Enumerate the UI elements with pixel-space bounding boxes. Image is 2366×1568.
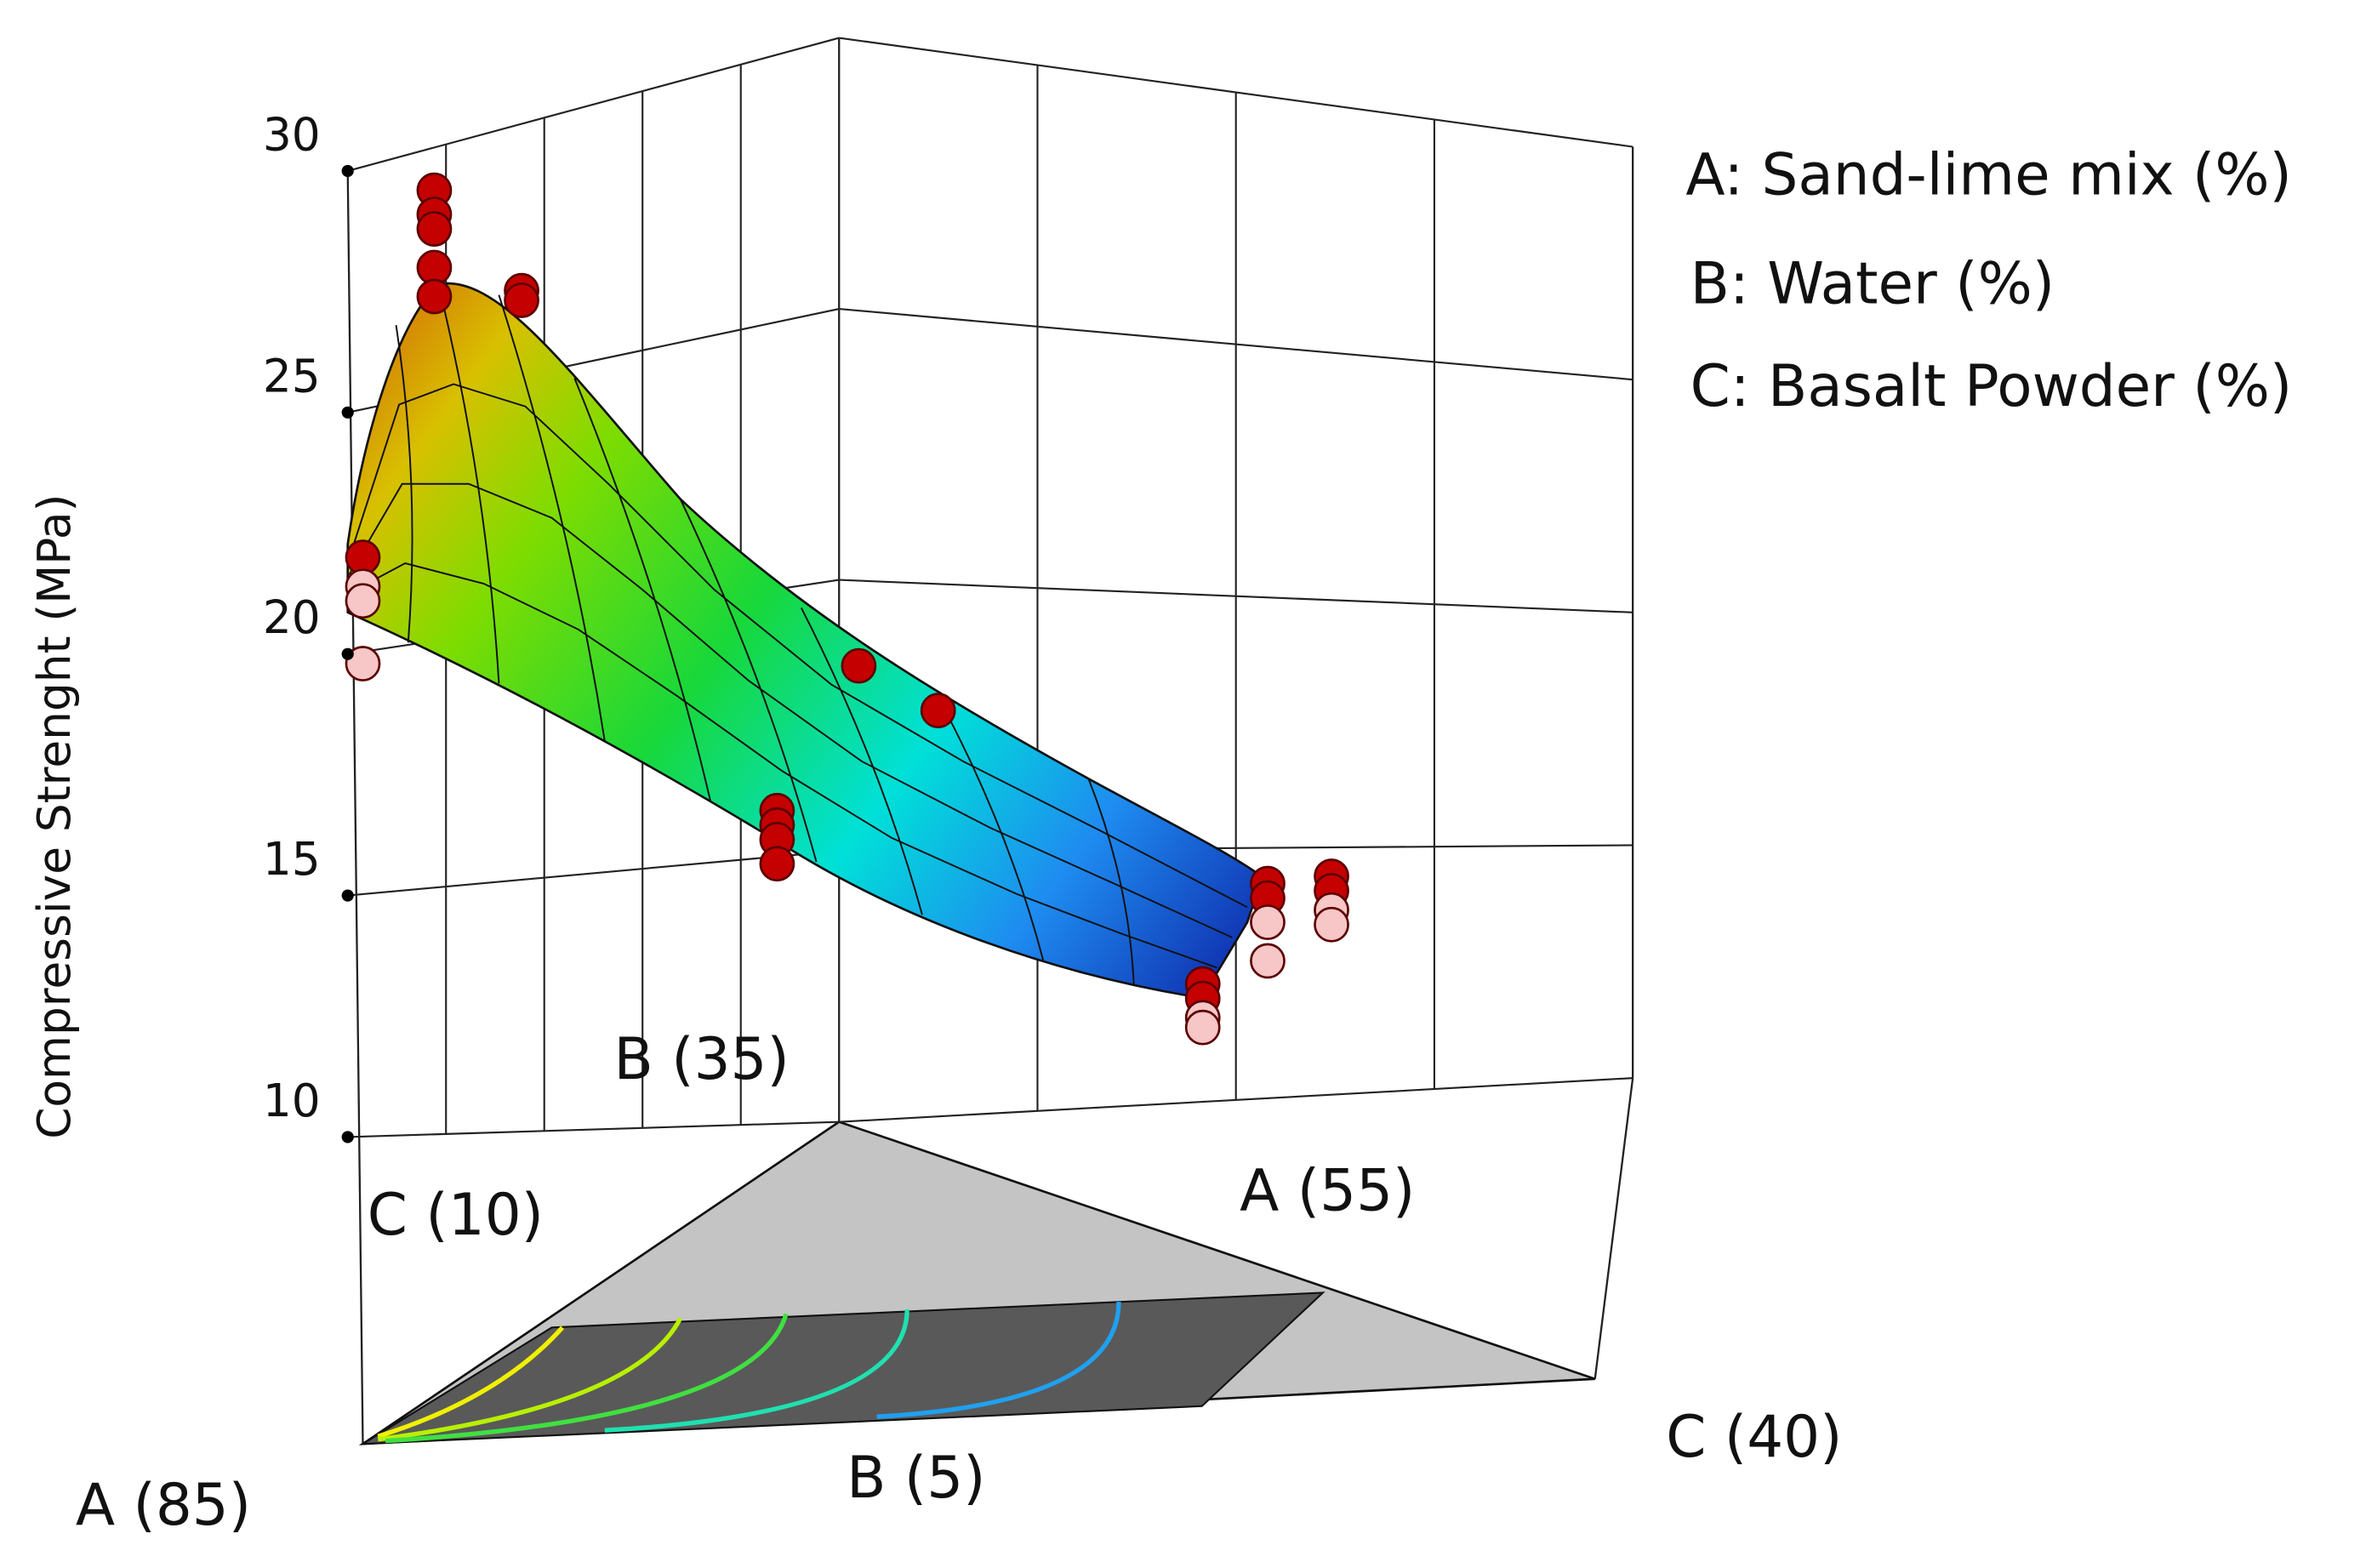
response-surface xyxy=(346,282,1264,1000)
surface xyxy=(346,282,1264,1000)
vertex-label: C (40) xyxy=(1666,1403,1842,1470)
tick-mark xyxy=(341,1131,354,1143)
design-point xyxy=(759,846,795,882)
tick-mark xyxy=(341,406,354,419)
design-point xyxy=(1314,906,1349,943)
surface-mesh xyxy=(573,378,712,802)
surface-mesh xyxy=(1087,778,1135,986)
legend-entry: B: Water (%) xyxy=(1690,249,2055,316)
z-axis-title: Compressive Strenght (MPa) xyxy=(28,494,81,1139)
surface-mesh xyxy=(348,482,1233,938)
design-point xyxy=(1250,943,1286,979)
floor-region xyxy=(359,1291,1326,1445)
design-point xyxy=(345,646,381,681)
surface-mesh xyxy=(679,499,818,863)
tick-mark xyxy=(341,647,354,660)
vertex-label: A (85) xyxy=(76,1471,251,1538)
legend-entry: C: Basalt Powder (%) xyxy=(1690,352,2293,419)
design-point xyxy=(1184,1009,1221,1046)
z-tick-label: 20 xyxy=(263,591,321,644)
design-points xyxy=(345,172,1349,1046)
z-axis: 10 15 20 25 30 xyxy=(263,108,354,1143)
tick-mark xyxy=(341,164,354,178)
contour xyxy=(377,1317,683,1442)
design-point xyxy=(920,693,956,729)
tick-mark xyxy=(341,889,354,902)
z-tick-label: 10 xyxy=(263,1075,321,1127)
grid-line xyxy=(347,37,840,172)
contour xyxy=(876,1302,1121,1419)
design-point xyxy=(416,211,453,247)
z-tick-label: 30 xyxy=(263,108,321,161)
design-point xyxy=(841,647,877,684)
surface-mesh xyxy=(498,294,606,742)
legend-entry: A: Sand-lime mix (%) xyxy=(1685,140,2292,208)
surface-mesh xyxy=(800,607,923,915)
contour xyxy=(377,1326,565,1439)
z-tick-label: 25 xyxy=(263,350,321,402)
vertex-label: B (35) xyxy=(613,1025,789,1092)
design-point xyxy=(345,583,381,619)
vertex-label: A (55) xyxy=(1240,1157,1415,1224)
surface-mesh xyxy=(437,283,500,684)
z-tick-label: 15 xyxy=(263,833,321,886)
grid-line xyxy=(347,850,840,897)
surface-mesh xyxy=(349,383,1248,909)
surface-mesh xyxy=(348,562,1217,969)
surface-mesh xyxy=(936,695,1045,961)
design-point xyxy=(1250,904,1286,940)
floor xyxy=(358,1120,1596,1445)
left-edge xyxy=(346,170,364,1445)
contour xyxy=(385,1313,789,1444)
right-lower-edge xyxy=(1593,1077,1634,1379)
design-point xyxy=(416,278,453,315)
design-point xyxy=(504,282,539,318)
contour xyxy=(604,1309,909,1433)
vertex-label: B (5) xyxy=(847,1444,985,1511)
vertex-label: C (10) xyxy=(368,1181,544,1248)
grid-line xyxy=(347,1120,840,1138)
